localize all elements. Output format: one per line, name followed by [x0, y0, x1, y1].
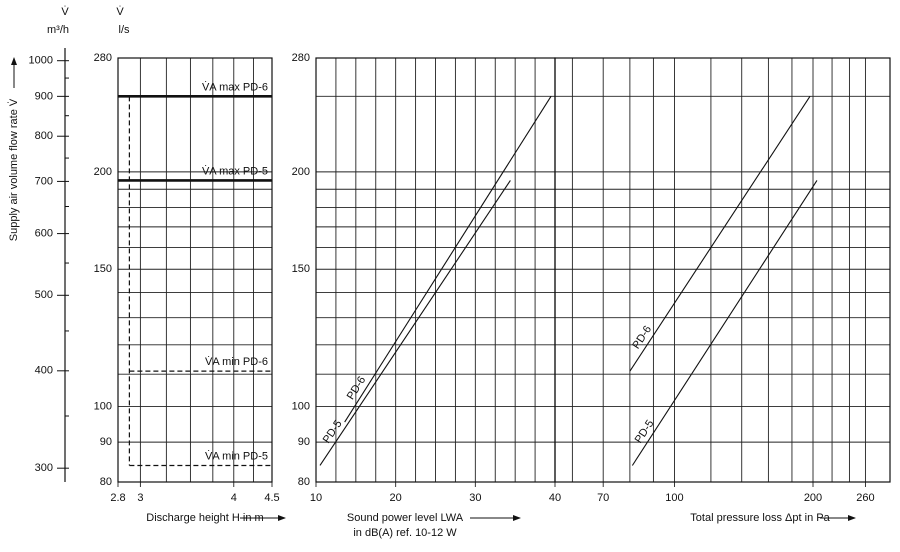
- y2-tick-label: 400: [35, 365, 53, 377]
- x-tick-label: 30: [469, 492, 481, 504]
- y2-tick-label: 1000: [29, 55, 53, 67]
- series-label: V̇A min PD-6: [205, 355, 268, 368]
- y2-tick-label: 700: [35, 175, 53, 187]
- series-line: [631, 180, 818, 466]
- series-line: [319, 180, 511, 466]
- y-tick-label: 200: [292, 166, 310, 178]
- series-label: PD-5: [633, 418, 657, 446]
- plot-frame: [554, 57, 891, 483]
- y2-tick-label: 300: [35, 462, 53, 474]
- y-symbol: V̇: [116, 5, 124, 18]
- x-tick-label: 3: [137, 492, 143, 504]
- y-tick-label: 150: [292, 263, 310, 275]
- plot-frame: [117, 57, 273, 483]
- x-tick-label: 100: [665, 492, 683, 504]
- series-label: PD-5: [321, 418, 345, 446]
- x-tick-label: 4.5: [264, 492, 279, 504]
- y2-tick-label: 800: [35, 130, 53, 142]
- y-tick-label: 200: [94, 166, 112, 178]
- x-tick-label: 10: [310, 492, 322, 504]
- y-tick-label: 100: [292, 400, 310, 412]
- y-axis-title: Supply air volume flow rate V̇: [7, 98, 20, 241]
- series-label: PD-6: [630, 324, 654, 352]
- y-unit: l/s: [119, 24, 131, 36]
- y-tick-label: 90: [100, 436, 112, 448]
- x-tick-label: 200: [804, 492, 822, 504]
- x-tick-label: 2.8: [110, 492, 125, 504]
- series-label: V̇A max PD-6: [202, 81, 268, 94]
- y-tick-label: 280: [94, 52, 112, 64]
- y-tick-label: 280: [292, 52, 310, 64]
- y2-tick-label: 900: [35, 90, 53, 102]
- y2-symbol: V̇: [61, 5, 69, 18]
- series-label: V̇A min PD-5: [205, 450, 268, 463]
- series-line: [344, 96, 552, 423]
- y2-unit: m³/h: [47, 24, 69, 36]
- y2-tick-label: 500: [35, 289, 53, 301]
- y-tick-label: 100: [94, 400, 112, 412]
- series-line: [629, 96, 811, 372]
- y-tick-label: 80: [100, 476, 112, 488]
- x-tick-label: 40: [549, 492, 561, 504]
- x-axis-title: in dB(A) ref. 10-12 W: [353, 527, 457, 539]
- x-tick-label: 260: [856, 492, 874, 504]
- x-axis-title: Sound power level LWA: [347, 512, 464, 524]
- y-tick-label: 90: [298, 436, 310, 448]
- x-tick-label: 20: [390, 492, 402, 504]
- x-axis-title: Discharge height H in m: [146, 512, 263, 524]
- x-tick-label: 4: [231, 492, 237, 504]
- y-tick-label: 150: [94, 263, 112, 275]
- x-axis-title: Total pressure loss Δpt in Pa: [690, 512, 830, 524]
- y2-tick-label: 600: [35, 227, 53, 239]
- y-tick-label: 80: [298, 476, 310, 488]
- series-label: V̇A max PD-5: [202, 165, 268, 178]
- x-tick-label: 70: [597, 492, 609, 504]
